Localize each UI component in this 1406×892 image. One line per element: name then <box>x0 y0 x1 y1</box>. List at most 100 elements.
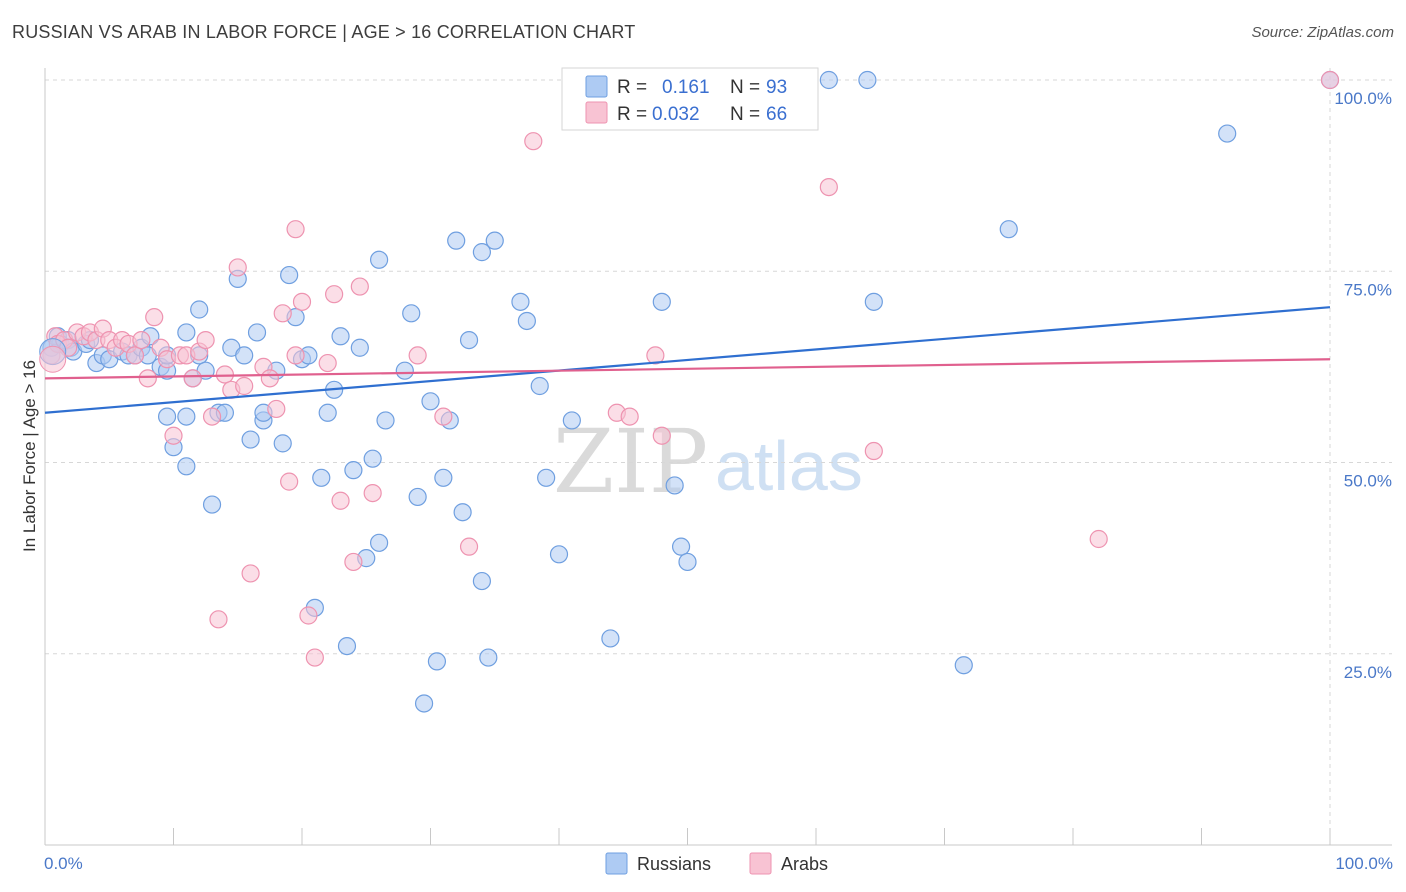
x-tick-label-end: 100.0% <box>1335 854 1393 873</box>
arab-point <box>241 564 260 583</box>
russians-r-value: 0.161 <box>662 77 710 98</box>
russians-bottom-swatch <box>605 852 628 875</box>
russian-point <box>665 476 684 495</box>
arabs-bottom-swatch <box>749 852 772 875</box>
y-axis-title: In Labor Force | Age > 16 <box>20 360 39 552</box>
russians-bottom-label: Russians <box>637 854 711 874</box>
arab-point <box>209 610 228 629</box>
russian-point <box>344 461 363 480</box>
russian-point <box>858 70 877 90</box>
arab-point <box>196 331 215 350</box>
watermark-zip: ZIP <box>553 410 708 513</box>
arab-point <box>1320 70 1340 90</box>
arabs-n-label: N = <box>730 104 760 125</box>
russians-r-label: R = <box>617 77 647 98</box>
arab-point <box>280 472 299 491</box>
arab-point <box>183 369 202 388</box>
russian-point <box>157 407 177 426</box>
russian-point <box>247 323 267 342</box>
russian-point <box>370 250 389 269</box>
chart-title: RUSSIAN VS ARAB IN LABOR FORCE | AGE > 1… <box>12 22 636 42</box>
russian-point <box>177 323 196 342</box>
arab-point <box>318 353 337 373</box>
arab-point <box>125 346 145 365</box>
russian-point <box>202 495 222 514</box>
arab-point <box>305 648 324 667</box>
russian-point <box>537 468 556 487</box>
russian-point <box>671 537 691 556</box>
arab-point <box>864 441 883 461</box>
arab-point <box>138 369 157 388</box>
arabs-legend-swatch <box>585 101 608 124</box>
russian-point <box>999 220 1018 239</box>
russian-point <box>235 346 254 365</box>
arabs-r-value: 0.032 <box>652 104 700 125</box>
stats-legend: R = 0.161 N = 93 R = 0.032 N = 66 <box>561 67 819 131</box>
russian-point <box>241 430 260 449</box>
russian-point <box>177 407 196 426</box>
russian-point <box>472 243 491 262</box>
russian-point <box>414 694 434 713</box>
russian-point <box>562 411 581 430</box>
arabs-trend-line <box>44 358 1331 380</box>
russian-point <box>421 392 440 411</box>
arabs-n-value: 66 <box>766 104 787 125</box>
arab-point <box>1089 529 1108 549</box>
russian-point <box>517 311 536 331</box>
russian-point <box>954 656 973 675</box>
russian-point <box>485 231 504 250</box>
points-layer <box>39 70 1340 713</box>
arab-point <box>350 277 369 296</box>
russian-point <box>363 449 382 468</box>
russian-point <box>370 533 389 552</box>
arab-point <box>363 484 382 503</box>
russian-point <box>376 411 395 430</box>
russian-point <box>395 361 414 380</box>
russian-point <box>177 457 196 476</box>
russian-point <box>601 629 620 648</box>
russians-n-label: N = <box>730 77 760 98</box>
arab-point <box>299 606 318 625</box>
arab-point <box>235 376 254 396</box>
arab-point <box>344 552 363 572</box>
russians-trend-line <box>44 306 1331 414</box>
arab-point <box>228 258 247 277</box>
russian-point <box>459 331 479 350</box>
russian-point <box>819 70 838 90</box>
arab-point <box>646 346 665 365</box>
russian-point <box>434 468 453 487</box>
russian-point <box>530 376 549 396</box>
arab-point <box>408 346 427 365</box>
arab-point <box>434 407 453 426</box>
russian-point <box>190 300 209 319</box>
arab-point <box>164 426 183 445</box>
arab-point <box>273 304 292 323</box>
arab-point <box>286 220 305 239</box>
y-tick-label: 75.0% <box>1344 280 1392 299</box>
russian-point <box>273 434 292 453</box>
arab-point <box>202 407 222 426</box>
arab-point <box>819 178 838 197</box>
russian-point <box>318 403 337 422</box>
arab-point <box>652 426 671 445</box>
russian-point <box>350 338 369 357</box>
arab-point <box>132 331 151 350</box>
russian-point <box>447 231 466 250</box>
arab-point <box>325 285 344 304</box>
arab-point <box>331 491 350 510</box>
russian-point <box>337 636 357 656</box>
russians-n-value: 93 <box>766 77 787 98</box>
russian-point <box>479 648 498 667</box>
russian-point <box>678 552 697 572</box>
y-tick-label: 25.0% <box>1344 663 1392 682</box>
arab-point <box>260 369 279 388</box>
russian-point <box>472 571 491 591</box>
arab-point <box>145 308 164 327</box>
arab-point <box>459 537 479 556</box>
y-tick-label: 100.0% <box>1334 89 1392 108</box>
arab-point <box>292 292 312 311</box>
arab-point <box>286 346 305 365</box>
russian-point <box>549 545 569 564</box>
arab-point <box>524 132 543 151</box>
